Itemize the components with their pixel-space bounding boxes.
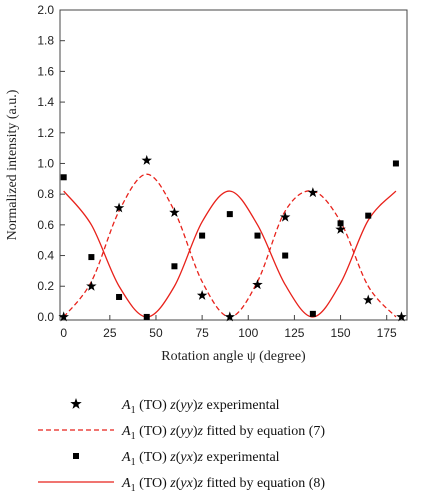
data-point-star xyxy=(113,202,125,213)
series-2 xyxy=(63,173,397,318)
x-tick-label: 25 xyxy=(103,326,117,340)
x-tick-label: 150 xyxy=(331,326,351,340)
y-axis: 0.0 0.2 0.4 0.6 0.8 1.0 1.2 1.4 1.6 1.8 2.0 xyxy=(37,3,65,324)
y-tick-label: 0.4 xyxy=(37,249,54,263)
data-point-star xyxy=(307,187,319,198)
data-point-square xyxy=(392,160,399,167)
plot-frame xyxy=(59,9,408,321)
data-point-star xyxy=(224,311,236,322)
series-layer xyxy=(58,154,407,322)
y-tick-label: 1.2 xyxy=(37,126,54,140)
y-tick-label: 0.8 xyxy=(37,187,54,201)
data-point-square xyxy=(60,174,67,181)
legend-label: A1 (TO) z(yx)z experimental xyxy=(121,450,280,468)
legend-item: A1 (TO) z(yx)z fitted by equation (8) xyxy=(38,476,325,494)
data-point-star xyxy=(196,289,208,300)
y-tick-label: 0.0 xyxy=(37,310,54,324)
y-tick-label: 2.0 xyxy=(37,3,54,17)
legend-item: A1 (TO) z(yx)z experimental xyxy=(73,450,280,468)
legend-label: A1 (TO) z(yx)z fitted by equation (8) xyxy=(121,476,325,494)
y-tick-label: 0.2 xyxy=(37,279,54,293)
x-tick-label: 100 xyxy=(238,326,258,340)
data-point-square xyxy=(171,263,178,270)
legend-label: A1 (TO) z(yy)z experimental xyxy=(121,398,280,416)
x-tick-label: 125 xyxy=(284,326,304,340)
data-point-star xyxy=(58,311,69,322)
y-tick-label: 1.0 xyxy=(37,156,54,170)
data-point-square xyxy=(365,212,372,219)
plot-area: 0.0 0.2 0.4 0.6 0.8 1.0 1.2 1.4 1.6 1.8 2.0 0 25 50 7… xyxy=(37,3,408,340)
series-line xyxy=(63,190,397,318)
data-point-square xyxy=(116,293,123,300)
legend-star-marker xyxy=(70,398,82,409)
y-axis-title: Normalized intensity (a.u.) xyxy=(5,89,20,240)
data-point-star xyxy=(279,211,291,222)
y-tick-label: 1.4 xyxy=(37,95,54,109)
series-4 xyxy=(63,190,397,318)
data-point-star xyxy=(169,207,180,218)
legend: A1 (TO) z(yy)z experimental A1 (TO) z(yy)… xyxy=(38,398,325,494)
x-axis-title: Rotation angle ψ (degree) xyxy=(161,349,306,364)
series-3 xyxy=(60,160,399,320)
data-point-star xyxy=(335,223,346,234)
series-1 xyxy=(58,154,407,322)
x-tick-label: 50 xyxy=(149,326,163,340)
data-point-star xyxy=(86,280,97,291)
data-point-square xyxy=(254,232,261,239)
data-point-star xyxy=(141,154,152,165)
legend-square-marker xyxy=(73,453,79,459)
series-line xyxy=(63,173,397,318)
y-tick-label: 1.6 xyxy=(37,64,54,78)
data-point-star xyxy=(396,311,407,322)
y-tick-label: 1.8 xyxy=(37,34,54,48)
legend-label: A1 (TO) z(yy)z fitted by equation (7) xyxy=(121,424,325,442)
data-point-square xyxy=(143,313,150,320)
data-point-square xyxy=(309,310,316,317)
legend-item: A1 (TO) z(yy)z fitted by equation (7) xyxy=(38,424,325,442)
data-point-square xyxy=(199,232,206,239)
x-tick-label: 75 xyxy=(195,326,209,340)
data-point-square xyxy=(88,254,95,261)
x-axis: 0 25 50 75 100 125 150 175 xyxy=(60,315,397,340)
data-point-square xyxy=(226,211,233,218)
x-tick-label: 175 xyxy=(377,326,397,340)
data-point-square xyxy=(337,220,344,227)
data-point-star xyxy=(252,279,263,290)
y-tick-label: 0.6 xyxy=(37,218,54,232)
data-point-star xyxy=(363,294,374,305)
data-point-square xyxy=(282,252,289,259)
legend-item: A1 (TO) z(yy)z experimental xyxy=(70,398,280,416)
x-tick-label: 0 xyxy=(60,326,67,340)
